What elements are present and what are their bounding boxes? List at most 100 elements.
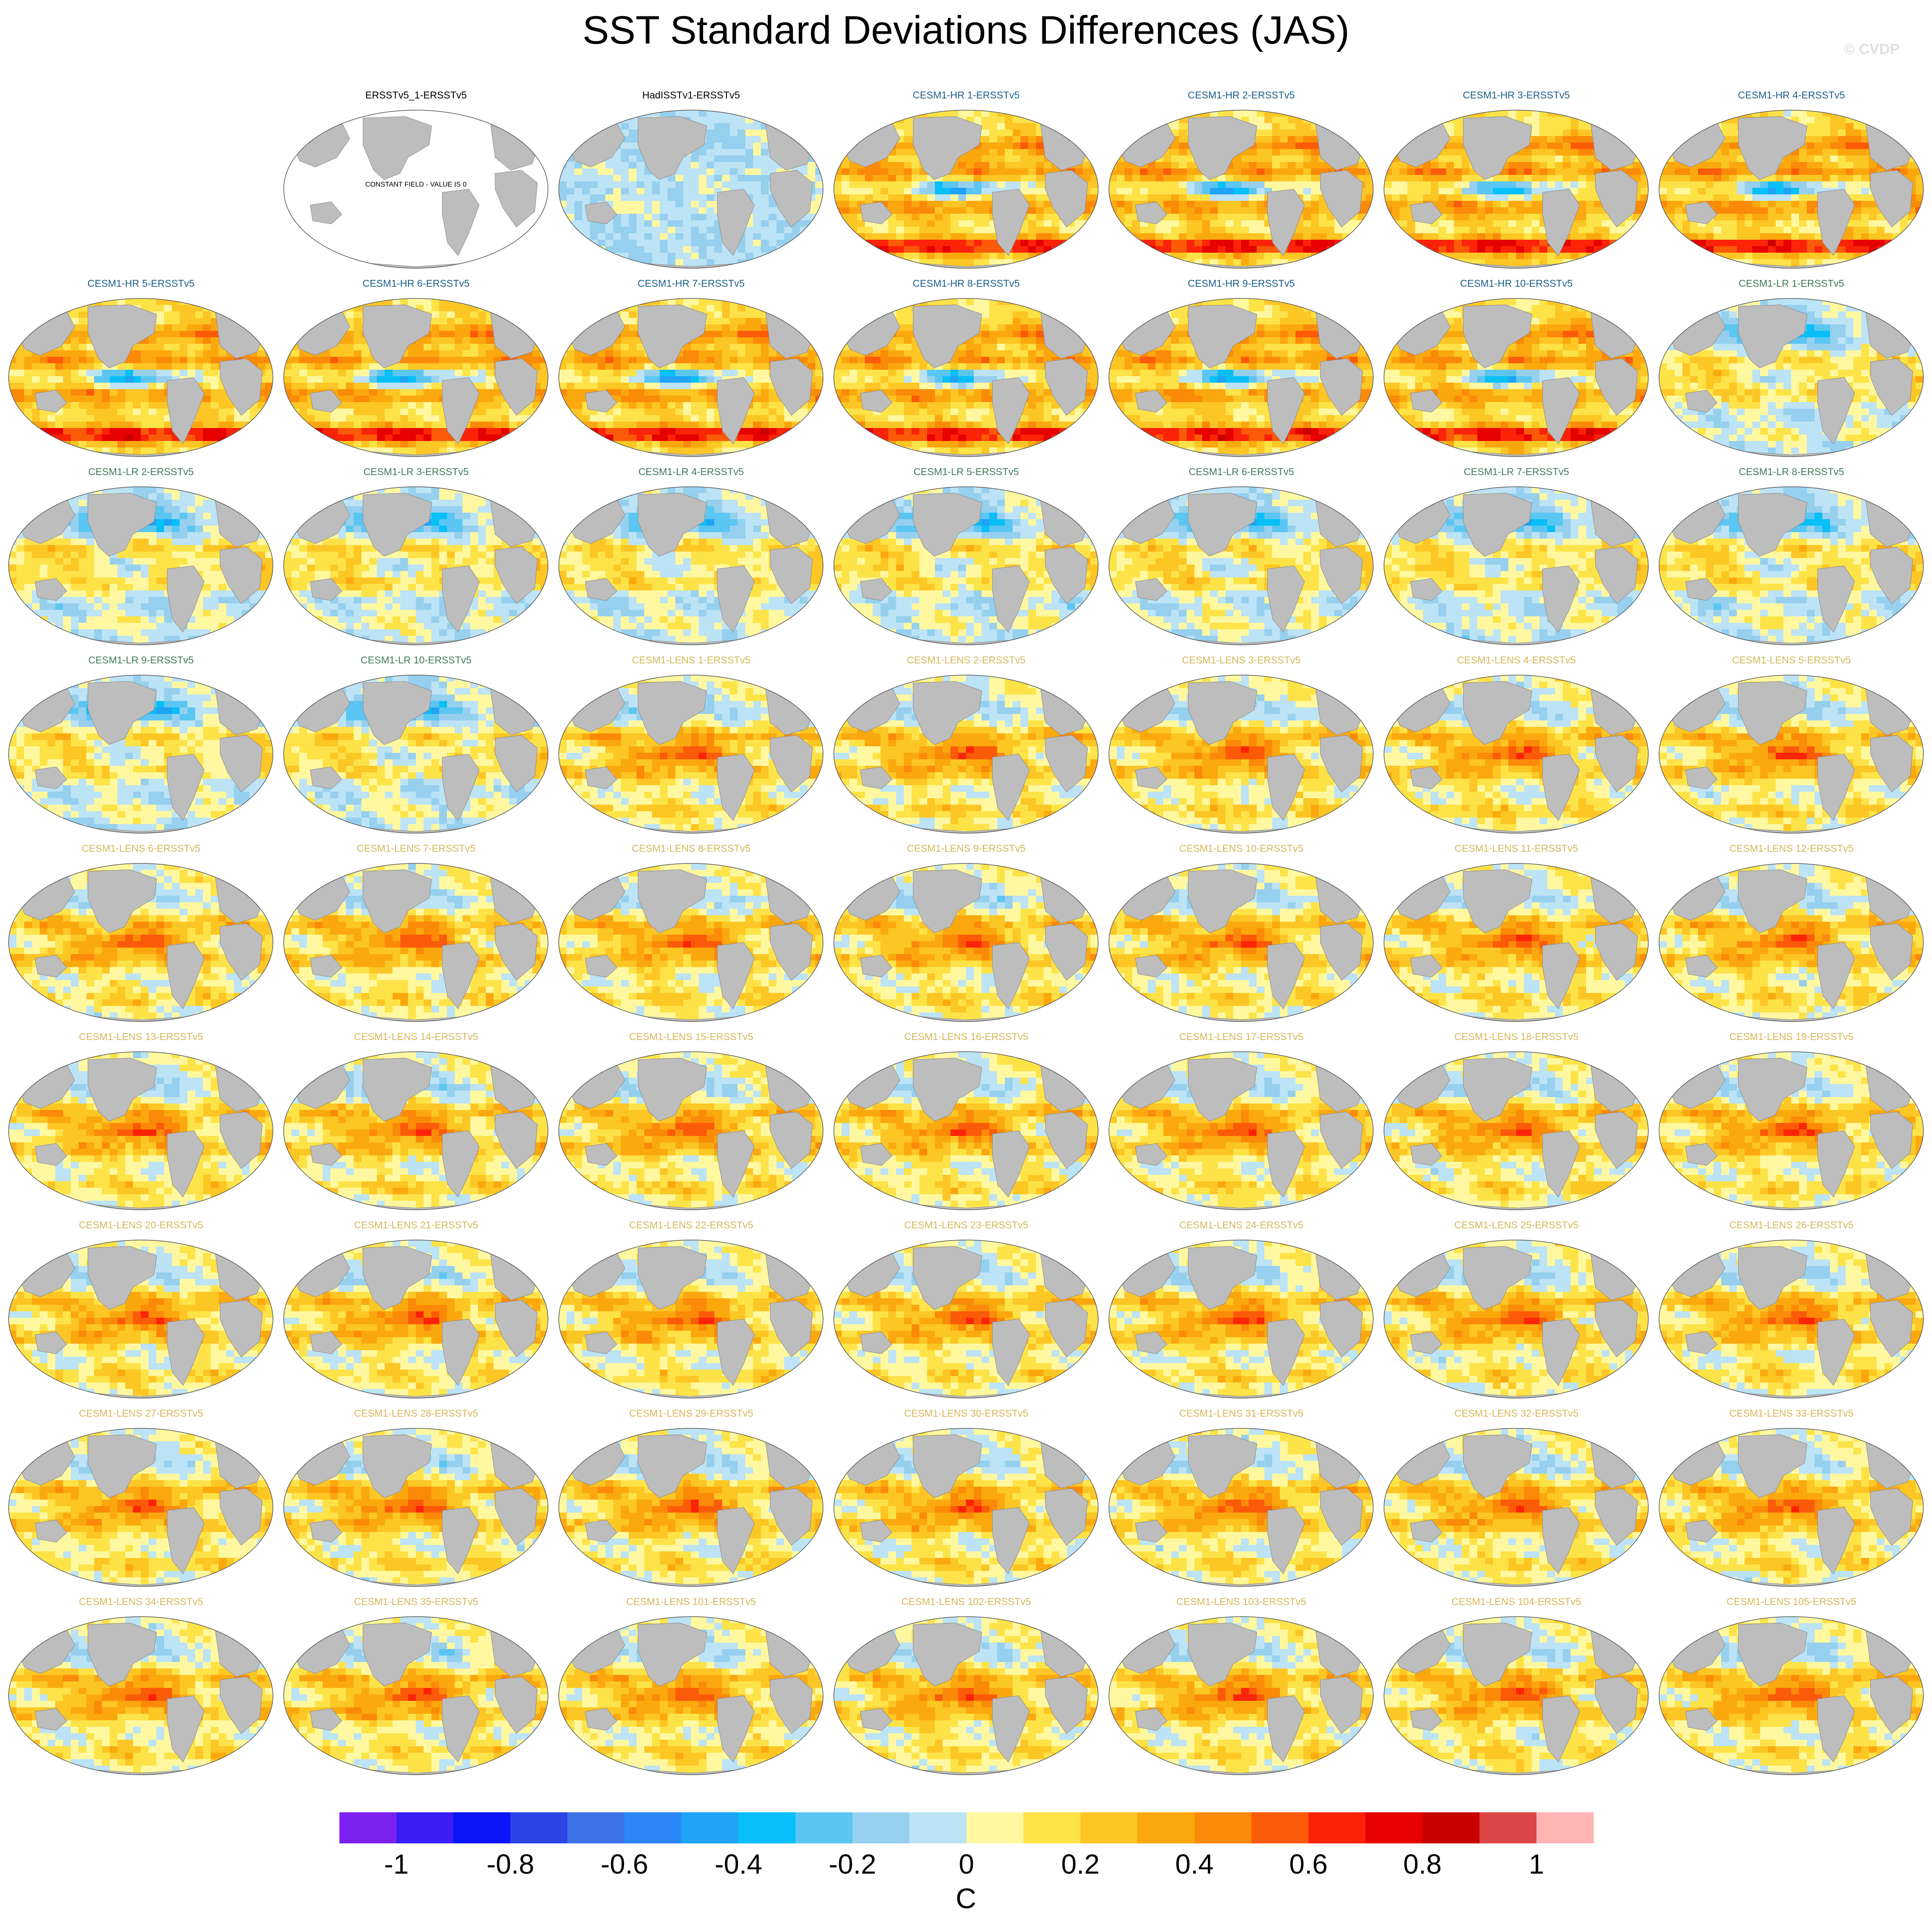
field-cell <box>1675 266 1683 268</box>
field-cell <box>675 188 684 195</box>
field-cell <box>117 298 126 305</box>
field-cell <box>1446 266 1454 268</box>
field-cell <box>1257 175 1265 182</box>
page-title: SST Standard Deviations Differences (JAS… <box>0 8 1932 53</box>
field-cell <box>912 181 920 188</box>
field-cell <box>1571 246 1579 253</box>
field-cell <box>849 220 858 227</box>
field-cell <box>1311 110 1319 117</box>
field-cell <box>691 155 699 162</box>
field-cell <box>1280 155 1288 162</box>
field-cell <box>1594 253 1602 260</box>
field-cell <box>834 194 842 201</box>
field-cell <box>1438 188 1447 195</box>
field-cell <box>250 311 258 318</box>
field-cell <box>1036 207 1044 214</box>
field-cell <box>675 214 684 221</box>
field-cell <box>912 220 920 227</box>
field-cell <box>1485 201 1493 208</box>
field-cell <box>125 363 133 370</box>
field-cell <box>1059 246 1067 253</box>
field-cell <box>1721 143 1729 149</box>
field-cell <box>1799 253 1807 260</box>
field-cell <box>203 415 211 422</box>
field-cell <box>567 136 575 143</box>
field-cell <box>1140 246 1148 253</box>
field-cell <box>71 409 79 415</box>
field-cell <box>598 181 606 188</box>
field-cell <box>1594 240 1602 247</box>
field-cell <box>834 266 842 268</box>
field-cell <box>857 240 865 247</box>
field-cell <box>1171 123 1179 130</box>
field-cell <box>800 168 808 175</box>
map-panel: CESM1-HR 1-ERSSTv5 <box>829 86 1104 274</box>
field-cell <box>958 246 966 253</box>
field-cell <box>133 402 141 409</box>
field-cell <box>865 188 873 195</box>
field-cell <box>1760 220 1768 227</box>
field-cell <box>1083 117 1091 124</box>
field-cell <box>63 376 71 383</box>
field-cell <box>79 422 87 428</box>
field-cell <box>1028 181 1036 188</box>
field-cell <box>1830 168 1838 175</box>
field-cell <box>1090 240 1098 247</box>
field-cell <box>660 220 668 227</box>
field-cell <box>927 227 935 234</box>
field-cell <box>1334 246 1343 253</box>
field-cell <box>117 415 126 422</box>
field-cell <box>1822 155 1831 162</box>
field-cell <box>559 149 567 156</box>
field-cell <box>613 259 621 266</box>
field-cell <box>1729 143 1737 149</box>
field-cell <box>668 246 676 253</box>
field-cell <box>1358 123 1366 130</box>
field-cell <box>1807 143 1815 149</box>
field-cell <box>1124 110 1133 117</box>
field-cell <box>203 318 211 325</box>
field-cell <box>133 415 141 422</box>
field-cell <box>629 227 637 234</box>
field-cell <box>943 240 951 247</box>
field-cell <box>1288 266 1296 268</box>
field-cell <box>1625 233 1633 240</box>
field-cell <box>1690 227 1698 234</box>
field-cell <box>943 227 951 234</box>
field-cell <box>117 422 126 428</box>
field-cell <box>1384 240 1392 247</box>
field-cell <box>1319 253 1327 260</box>
field-cell <box>660 181 668 188</box>
field-cell <box>1737 175 1745 182</box>
field-cell <box>1729 201 1737 208</box>
field-cell <box>1311 155 1319 162</box>
field-cell <box>1501 188 1509 195</box>
field-cell <box>1659 136 1667 143</box>
field-cell <box>849 246 858 253</box>
field-cell <box>79 311 87 318</box>
field-cell <box>1508 155 1517 162</box>
field-cell <box>1892 130 1900 136</box>
field-cell <box>1090 117 1098 124</box>
field-cell <box>1384 130 1392 136</box>
field-cell <box>675 168 684 175</box>
field-cell <box>849 259 858 266</box>
field-cell <box>1350 240 1358 247</box>
field-cell <box>1625 117 1633 124</box>
field-cell <box>1869 162 1877 169</box>
field-cell <box>1563 123 1571 130</box>
field-cell <box>40 422 48 428</box>
field-cell <box>1148 259 1156 266</box>
field-cell <box>24 370 32 377</box>
field-cell <box>250 409 258 415</box>
field-cell <box>1311 266 1319 268</box>
field-cell <box>211 331 219 338</box>
field-cell <box>1257 214 1265 221</box>
field-cell <box>1916 266 1923 268</box>
field-cell <box>1861 181 1869 188</box>
field-cell <box>966 175 974 182</box>
field-cell <box>1846 168 1854 175</box>
field-cell <box>1257 168 1265 175</box>
field-cell <box>1752 240 1761 247</box>
field-cell <box>613 155 621 162</box>
